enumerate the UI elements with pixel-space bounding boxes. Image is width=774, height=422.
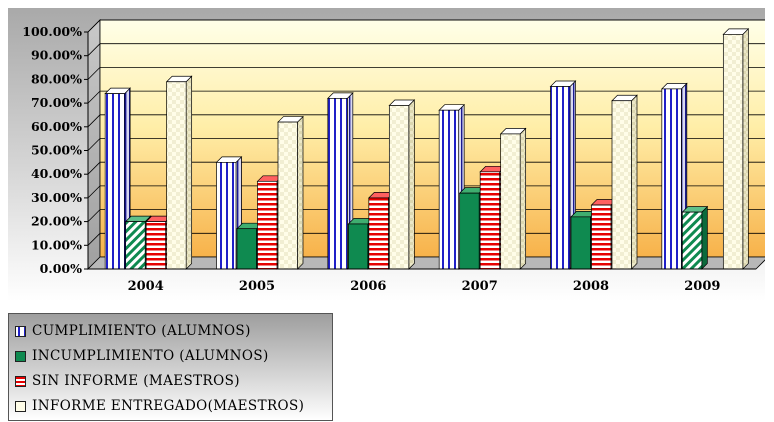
legend-swatch-cumplimiento	[15, 325, 26, 337]
legend-swatch-sin-informe	[15, 375, 26, 387]
bar-front	[104, 93, 126, 270]
bar	[165, 75, 193, 270]
bar-front	[277, 121, 298, 270]
bar	[681, 205, 709, 270]
bar-front	[611, 100, 632, 270]
bar	[499, 127, 527, 270]
bar-front	[347, 223, 369, 270]
x-axis-ticks: 2004 2005 2006 2007 2008 2009	[128, 279, 721, 294]
bar-side	[742, 28, 749, 270]
gridline-side	[87, 185, 101, 199]
legend-label: INCUMPLIMIENTO (ALUMNOS)	[32, 348, 269, 364]
bar	[388, 99, 416, 270]
y-tick-label: 70.00%	[31, 95, 82, 110]
gridline-side	[87, 90, 101, 104]
y-tick-label: 20.00%	[31, 214, 82, 229]
bar-front	[388, 105, 410, 270]
legend-item-informe-entregado: INFORME ENTREGADO(MAESTROS)	[15, 396, 304, 416]
chart-panel: 0.00% 10.00% 20.00% 30.00% 40.00% 50.00% 60.00…	[8, 8, 765, 301]
legend-label: SIN INFORME (MAESTROS)	[32, 373, 240, 389]
y-tick-label: 80.00%	[31, 71, 82, 86]
legend: CUMPLIMIENTO (ALUMNOS) INCUMPLIMIENTO (A…	[8, 313, 333, 421]
bar-front	[236, 228, 257, 270]
bar-front	[438, 109, 460, 270]
gridline-side	[87, 161, 101, 175]
gridline-side	[87, 67, 101, 80]
y-tick-label: 40.00%	[31, 166, 82, 181]
bars	[104, 28, 750, 270]
bar-front	[479, 171, 501, 270]
bar	[611, 94, 638, 270]
y-tick-label: 90.00%	[31, 48, 82, 63]
x-tick-label: 2009	[684, 279, 720, 294]
legend-item-incumplimiento: INCUMPLIMIENTO (ALUMNOS)	[15, 346, 269, 366]
bar-side	[701, 205, 708, 270]
bar-front	[166, 81, 187, 270]
y-tick-label: 50.00%	[31, 143, 82, 158]
bar-front	[327, 98, 348, 270]
bar-side	[408, 99, 415, 270]
gridline-side	[87, 19, 101, 33]
bar-front	[459, 192, 480, 270]
x-tick-label: 2008	[573, 279, 609, 294]
bar-front	[591, 204, 612, 270]
gridline-side	[87, 43, 101, 56]
legend-item-cumplimiento: CUMPLIMIENTO (ALUMNOS)	[15, 321, 251, 341]
x-tick-label: 2007	[462, 279, 498, 294]
gridline-side	[87, 114, 101, 128]
bar-side	[185, 75, 193, 270]
bar-front	[681, 211, 703, 270]
bar	[277, 115, 304, 270]
bar-front	[145, 221, 167, 270]
bar-front	[722, 34, 744, 270]
bar-front	[216, 162, 237, 270]
y-tick-label: 0.00%	[40, 261, 82, 276]
bar-front	[257, 180, 278, 270]
gridline-side	[87, 138, 101, 151]
legend-swatch-informe-entregado	[15, 400, 26, 412]
gridlines	[87, 19, 765, 246]
gridline-side	[87, 233, 101, 246]
x-tick-label: 2004	[128, 279, 164, 294]
bar-front	[125, 221, 146, 270]
bar-front	[661, 88, 682, 270]
legend-label: CUMPLIMIENTO (ALUMNOS)	[32, 323, 251, 339]
legend-swatch-incumplimiento	[15, 350, 26, 362]
legend-item-sin-informe: SIN INFORME (MAESTROS)	[15, 371, 240, 391]
bar-front	[550, 86, 571, 270]
bar-front	[500, 133, 521, 270]
x-tick-label: 2006	[350, 279, 386, 294]
y-tick-label: 10.00%	[31, 237, 82, 252]
x-tick-label: 2005	[239, 279, 275, 294]
y-axis-ticks: 0.00% 10.00% 20.00% 30.00% 40.00% 50.00% 60.00…	[22, 24, 88, 276]
y-tick-label: 60.00%	[31, 119, 82, 134]
y-tick-label: 30.00%	[31, 190, 82, 205]
bar	[722, 28, 750, 270]
bar-side	[297, 115, 304, 270]
y-tick-label: 100.00%	[22, 24, 82, 39]
bar-side	[631, 94, 638, 270]
bar-side	[519, 127, 527, 270]
legend-label: INFORME ENTREGADO(MAESTROS)	[32, 398, 305, 414]
bar-front	[368, 197, 389, 270]
gridline-side	[87, 209, 101, 222]
bar-chart: 0.00% 10.00% 20.00% 30.00% 40.00% 50.00% 60.00…	[22, 19, 765, 294]
bar-front	[570, 216, 591, 270]
bar	[549, 80, 577, 270]
